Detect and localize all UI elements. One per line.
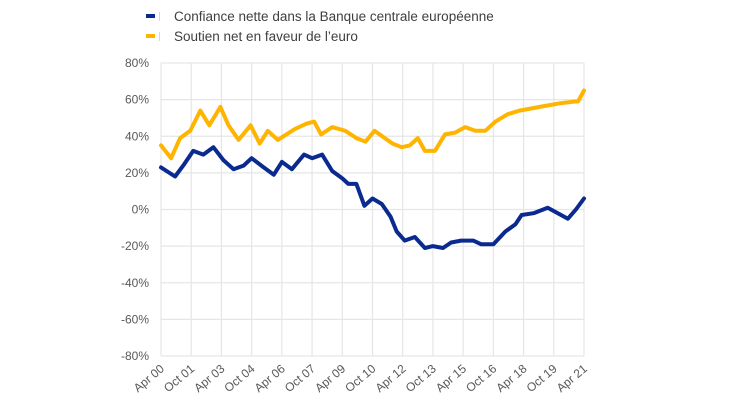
x-tick-label: Oct 13 xyxy=(403,361,439,395)
legend-separator xyxy=(159,11,160,21)
x-tick-label: Oct 10 xyxy=(342,361,378,395)
legend-separator xyxy=(159,31,160,41)
legend-swatch-blue-icon xyxy=(146,14,155,18)
x-tick-label: Oct 19 xyxy=(524,361,560,395)
x-tick-label: Oct 04 xyxy=(221,361,257,395)
y-tick-label: -60% xyxy=(121,312,149,326)
y-tick-label: -80% xyxy=(121,349,149,363)
chart-grid xyxy=(160,62,585,357)
legend-swatch-yellow-icon xyxy=(146,34,155,38)
x-tick-label: Apr 03 xyxy=(191,361,227,395)
y-tick-label: -20% xyxy=(121,239,149,253)
series-line-euro-support xyxy=(159,88,586,161)
x-tick-label: Apr 12 xyxy=(373,361,409,395)
x-tick-label: Apr 15 xyxy=(433,361,469,395)
x-tick-label: Oct 16 xyxy=(463,361,499,395)
x-tick-label: Oct 07 xyxy=(282,361,318,395)
legend-item-euro-support: Soutien net en faveur de l’euro xyxy=(146,26,494,46)
x-tick-label: Apr 18 xyxy=(493,361,529,395)
y-axis: 80% 60% 40% 20% 0% -20% -40% -60% -80% xyxy=(121,56,149,363)
y-tick-label: 60% xyxy=(125,93,149,107)
y-tick-label: 80% xyxy=(125,56,149,70)
legend-item-ecb-trust: Confiance nette dans la Banque centrale … xyxy=(146,6,494,26)
chart-legend: Confiance nette dans la Banque centrale … xyxy=(146,6,494,46)
series-line-ecb-trust xyxy=(159,145,586,250)
x-tick-label: Apr 09 xyxy=(312,361,348,395)
y-tick-label: 20% xyxy=(125,166,149,180)
x-tick-label: Apr 21 xyxy=(554,361,590,395)
chart-lines xyxy=(159,88,586,250)
y-tick-label: 0% xyxy=(132,203,150,217)
y-tick-label: 40% xyxy=(125,129,149,143)
x-tick-label: Apr 06 xyxy=(252,361,288,395)
legend-label: Soutien net en faveur de l’euro xyxy=(174,28,358,44)
x-tick-label: Oct 01 xyxy=(161,361,197,395)
y-tick-label: -40% xyxy=(121,276,149,290)
x-tick-label: Apr 00 xyxy=(131,361,167,395)
legend-label: Confiance nette dans la Banque centrale … xyxy=(174,8,494,24)
